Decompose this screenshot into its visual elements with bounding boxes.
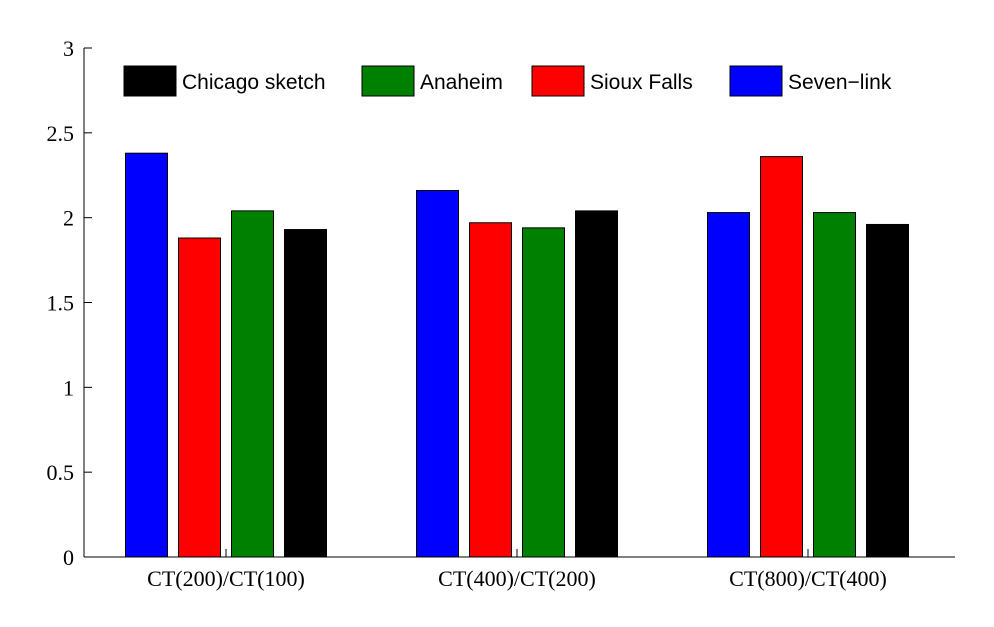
y-tick-label: 0.5: [47, 460, 75, 485]
bar-chicago-sketch-3: [866, 223, 909, 558]
y-tick-label: 2.5: [47, 121, 75, 146]
y-tick-label: 1: [63, 375, 74, 400]
bar-sioux-falls-3: [760, 156, 803, 558]
y-tick-label: 0: [63, 545, 74, 570]
bar-seven-link-1: [125, 152, 168, 558]
legend-swatch: [531, 65, 585, 97]
legend-swatch: [123, 65, 177, 97]
x-tick-label: CT(200)/CT(100): [147, 566, 305, 591]
bar-sioux-falls-2: [469, 222, 512, 558]
bar-anaheim-1: [231, 210, 274, 558]
x-tick-label: CT(400)/CT(200): [438, 566, 596, 591]
axes-group: 0 0.5 1 1.5 2 2.5 3 CT(200)/CT(100) CT(400)/CT(2…: [47, 36, 955, 591]
bar-seven-link-2: [416, 190, 459, 558]
y-tick-label: 2: [63, 206, 74, 231]
bar-chicago-sketch-2: [575, 210, 618, 558]
legend-swatch: [729, 65, 783, 97]
bar-anaheim-3: [813, 212, 856, 558]
legend-label: Anaheim: [420, 71, 503, 94]
bar-anaheim-2: [522, 227, 565, 558]
legend-label: Seven−link: [788, 71, 892, 94]
legend: Chicago sketch Anaheim Sioux Falls Seven−li…: [123, 65, 892, 97]
legend-swatch: [361, 65, 415, 97]
y-tick-label: 1.5: [47, 291, 75, 316]
legend-label: Sioux Falls: [590, 71, 693, 94]
legend-label: Chicago sketch: [182, 71, 326, 94]
bars-group: [125, 152, 909, 558]
x-tick-label: CT(800)/CT(400): [729, 566, 887, 591]
bar-chicago-sketch-1: [284, 229, 327, 558]
bar-seven-link-3: [707, 212, 750, 558]
bar-sioux-falls-1: [178, 237, 221, 558]
y-tick-label: 3: [63, 36, 74, 61]
